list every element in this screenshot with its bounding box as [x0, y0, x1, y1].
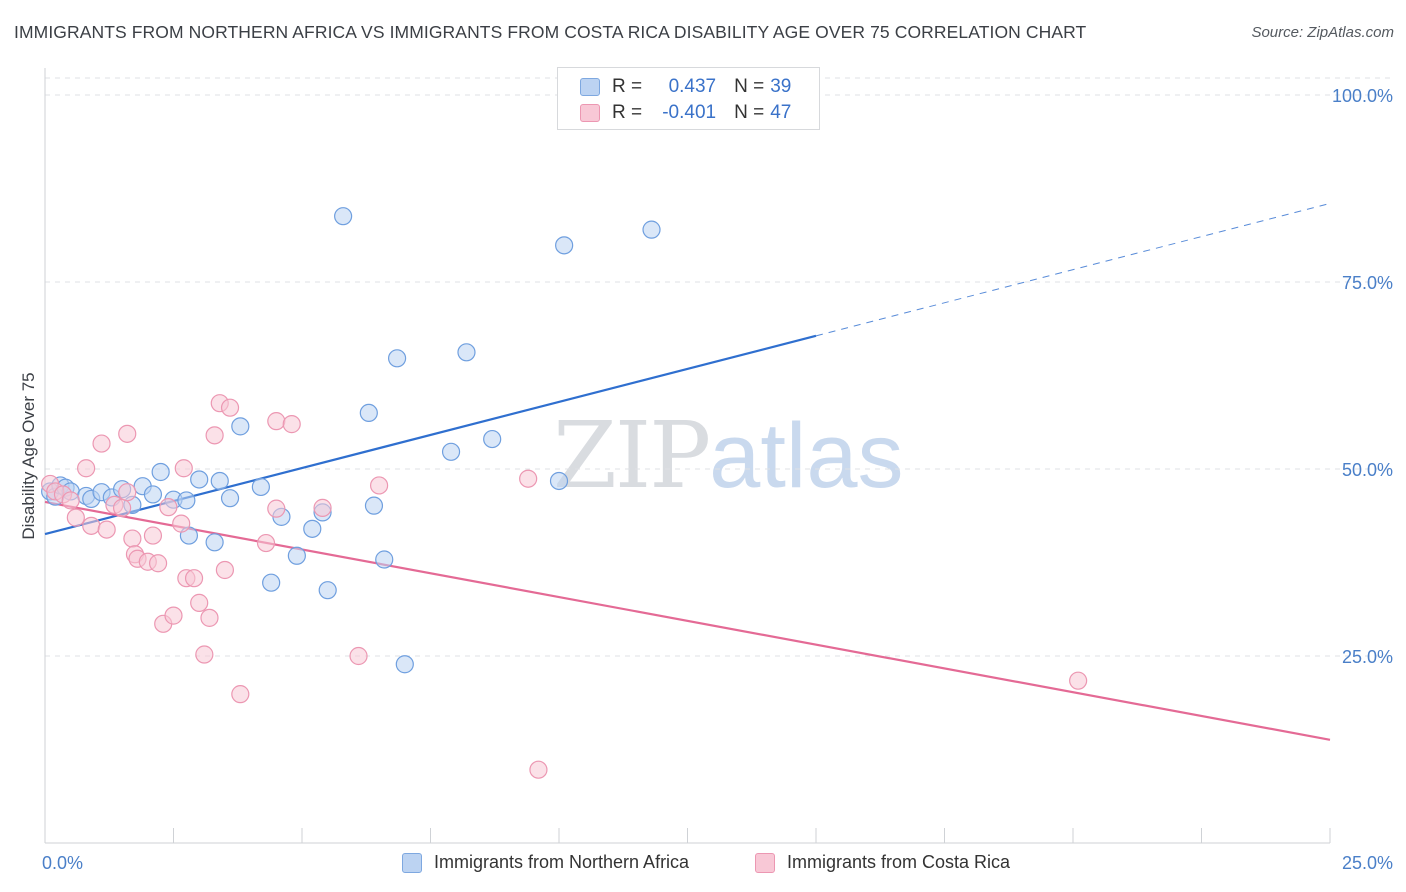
data-point	[190, 470, 209, 489]
data-point	[210, 471, 229, 491]
series-swatch-northern-africa	[402, 852, 422, 873]
legend-n-label: N =	[734, 102, 765, 123]
watermark-atlas: atlas	[709, 405, 904, 507]
series-legend-northern-africa[interactable]: Immigrants from Northern Africa	[402, 852, 689, 873]
correlation-legend: R = 0.437 N = 39 R = -0.401 N = 47	[557, 67, 820, 130]
legend-n-label: N =	[734, 76, 765, 97]
tick-labels: 25.0% 50.0% 75.0% 100.0% 0.0% 25.0%	[42, 86, 1393, 873]
data-point	[370, 476, 389, 495]
data-point	[441, 442, 461, 461]
data-points	[41, 207, 1088, 779]
data-point	[267, 499, 286, 518]
data-point	[267, 412, 286, 431]
series-swatch-costa-rica	[755, 852, 775, 873]
x-tick-label: 0.0%	[42, 853, 83, 873]
data-point	[205, 426, 224, 445]
data-point	[77, 459, 96, 478]
data-point	[256, 533, 276, 553]
data-point	[215, 560, 234, 580]
data-point	[112, 498, 132, 517]
legend-n-value: 39	[770, 76, 792, 97]
data-point	[1069, 671, 1088, 690]
data-point	[262, 573, 281, 592]
y-tick-label: 75.0%	[1342, 273, 1393, 293]
series-name: Immigrants from Costa Rica	[787, 852, 1011, 872]
data-point	[318, 581, 337, 600]
legend-swatch-northern-africa	[580, 78, 600, 96]
trend-line-extension	[815, 202, 1331, 337]
data-point	[195, 645, 214, 664]
data-point	[123, 529, 142, 548]
data-point	[190, 593, 209, 612]
data-point	[303, 519, 322, 538]
data-point	[66, 508, 85, 527]
data-point	[251, 477, 270, 497]
legend-r-label: R =	[612, 102, 643, 123]
data-point	[151, 462, 170, 482]
data-point	[359, 403, 378, 422]
y-axis-label: Disability Age Over 75	[19, 372, 38, 539]
data-point	[174, 459, 193, 478]
legend-r-value: -0.401	[662, 102, 717, 123]
data-point	[364, 496, 384, 515]
data-point	[395, 655, 414, 674]
watermark-zip: ZIP	[553, 402, 711, 509]
data-point	[231, 685, 250, 704]
data-point	[519, 469, 538, 488]
y-tick-label: 100.0%	[1332, 86, 1393, 106]
data-point	[172, 514, 191, 533]
data-point	[483, 429, 502, 449]
data-point	[220, 398, 240, 417]
data-point	[287, 546, 306, 565]
data-point	[143, 485, 163, 504]
chart-title: IMMIGRANTS FROM NORTHERN AFRICA VS IMMIG…	[14, 22, 1087, 42]
watermark: ZIPatlas	[553, 402, 904, 509]
data-point	[164, 606, 183, 625]
data-point	[61, 491, 80, 510]
data-point	[375, 550, 394, 569]
legend-row-northern-africa: R = 0.437 N = 39	[580, 74, 791, 100]
data-point	[642, 220, 661, 239]
legend-swatch-costa-rica	[580, 104, 600, 122]
data-point	[82, 516, 101, 535]
series-name: Immigrants from Northern Africa	[434, 852, 690, 872]
legend-r-label: R =	[612, 76, 643, 97]
data-point	[282, 415, 301, 434]
data-point	[200, 608, 219, 627]
data-point	[549, 471, 569, 491]
data-point	[529, 760, 548, 779]
data-point	[148, 554, 168, 573]
data-point	[143, 526, 163, 545]
data-point	[334, 207, 353, 226]
legend-n-value: 47	[770, 102, 792, 123]
data-point	[118, 483, 137, 502]
y-tick-label: 50.0%	[1342, 460, 1393, 480]
series-legend-costa-rica[interactable]: Immigrants from Costa Rica	[755, 852, 1010, 873]
data-point	[457, 343, 476, 362]
data-point	[118, 424, 137, 443]
data-point	[159, 498, 178, 517]
trend-lines	[44, 202, 1331, 741]
data-point	[313, 498, 332, 517]
axes	[44, 68, 1331, 844]
source-label: Source: ZipAtlas.com	[1251, 24, 1394, 41]
data-point	[555, 236, 574, 255]
data-point	[349, 646, 368, 666]
data-point	[177, 491, 196, 510]
y-tick-label: 25.0%	[1342, 647, 1393, 667]
trend-line	[44, 500, 1331, 741]
series-legend: Immigrants from Northern Africa Immigran…	[0, 852, 1406, 876]
x-tick-label: 25.0%	[1342, 853, 1393, 873]
legend-row-costa-rica: R = -0.401 N = 47	[580, 100, 791, 126]
data-point	[231, 417, 250, 436]
gridlines	[45, 77, 1395, 657]
data-point	[220, 489, 240, 508]
data-point	[92, 434, 111, 453]
data-point	[184, 569, 204, 588]
data-point	[97, 520, 116, 539]
data-point	[387, 349, 407, 368]
legend-r-value: 0.437	[668, 76, 717, 97]
data-point	[205, 533, 224, 552]
